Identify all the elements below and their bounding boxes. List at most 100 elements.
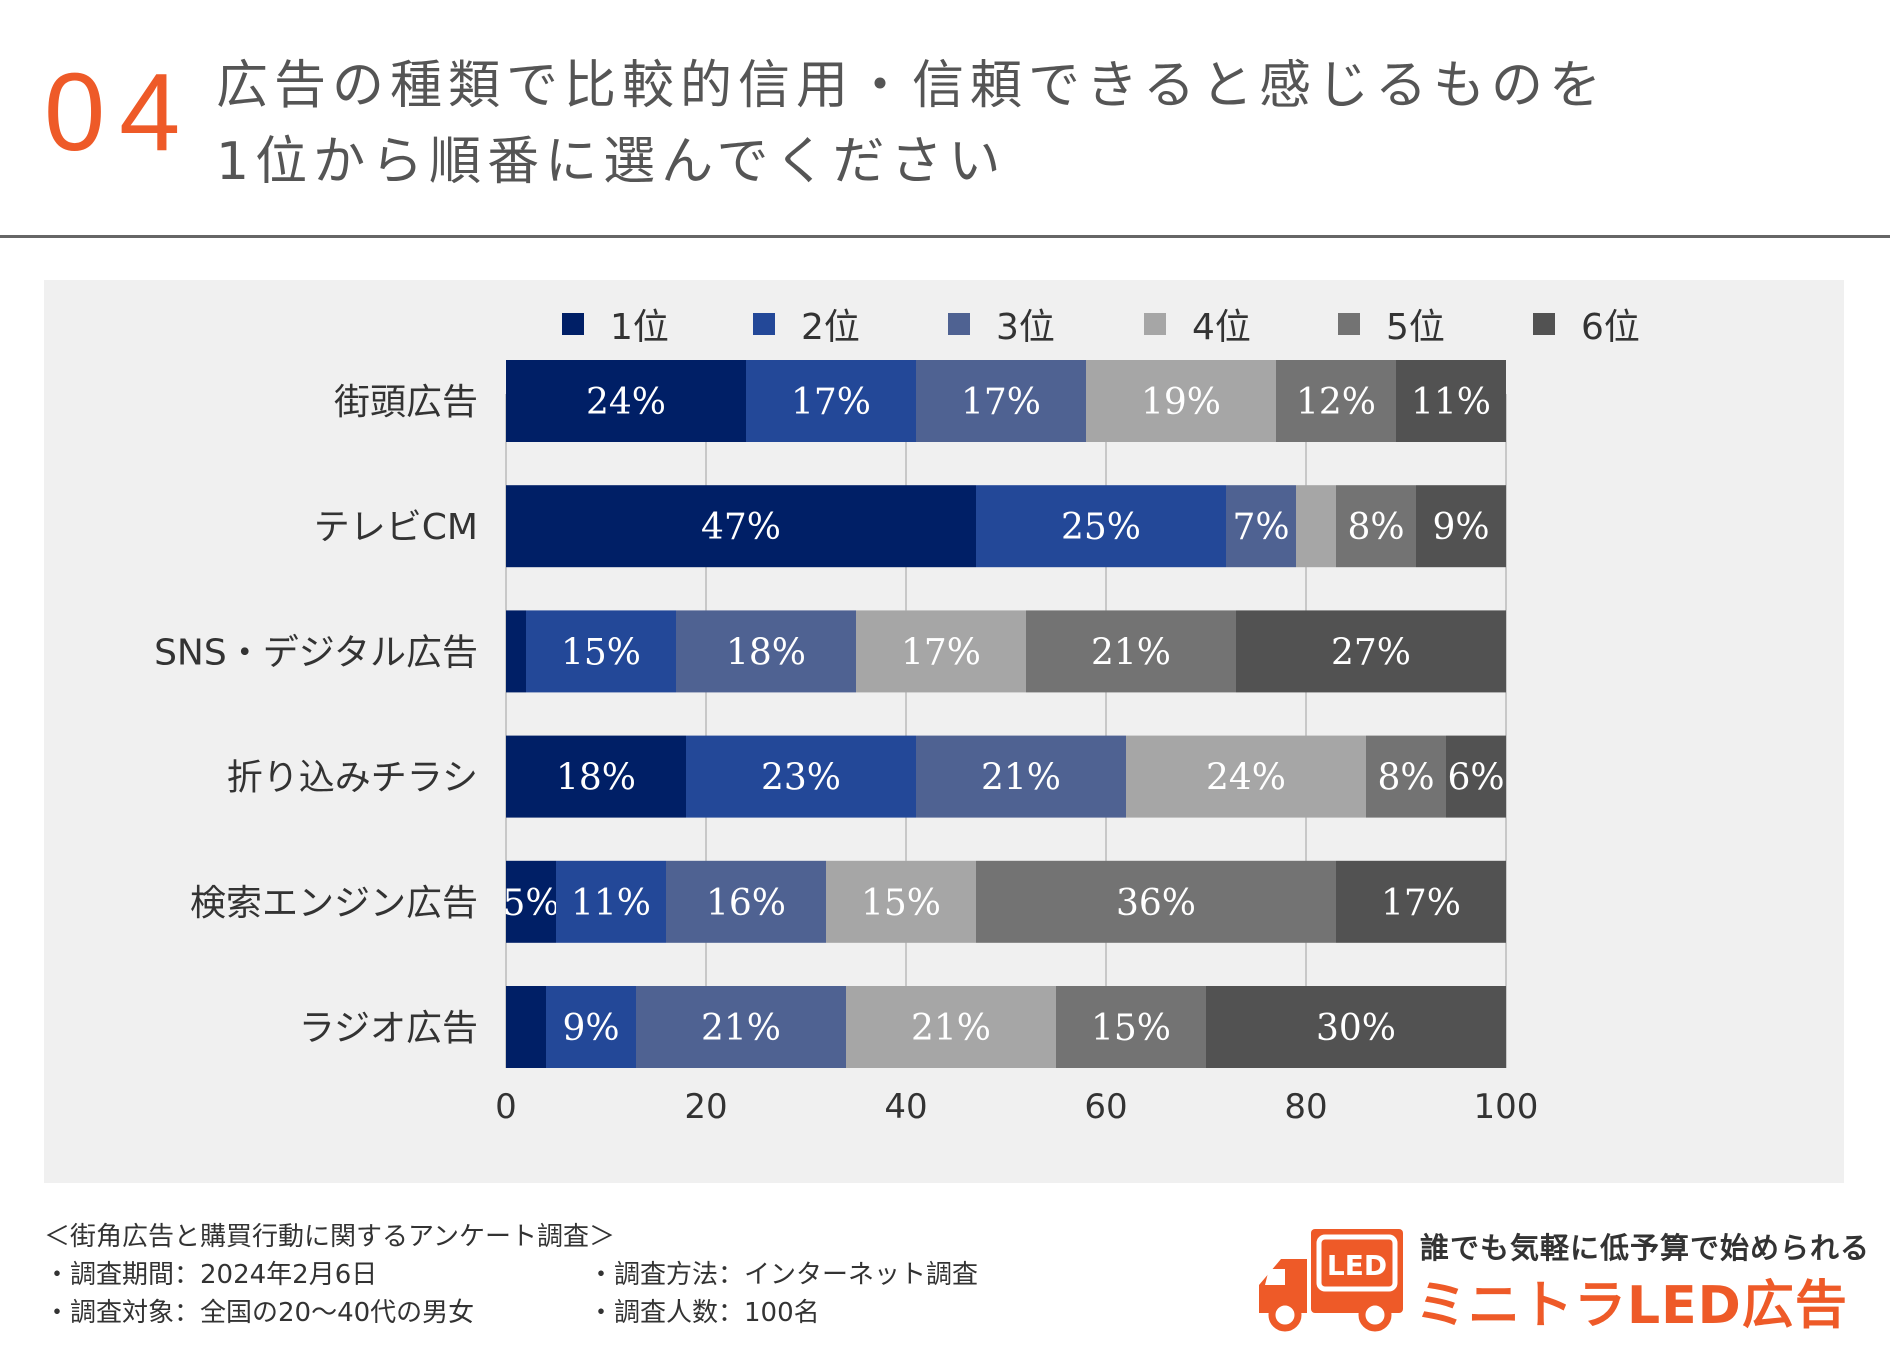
bar-segment xyxy=(546,986,636,1068)
brand-logo: LED 誰でも気軽に低予算で始められる ミニトラLED広告 xyxy=(1255,1225,1869,1336)
category-label: 折り込みチラシ xyxy=(227,758,478,799)
bar-segment xyxy=(506,986,546,1068)
x-tick-label: 0 xyxy=(495,1087,517,1127)
legend-label: 3位 xyxy=(996,307,1055,348)
data-label: 18% xyxy=(726,632,806,673)
bar-segment xyxy=(676,610,856,693)
survey-method: ・調査方法：インターネット調査 xyxy=(588,1260,979,1290)
bar-segment xyxy=(856,610,1026,693)
bar-segment xyxy=(666,860,826,943)
data-label: 47% xyxy=(701,507,781,548)
bar-segment xyxy=(506,360,746,442)
bar-segment xyxy=(1126,735,1366,818)
data-label: 16% xyxy=(706,883,786,924)
bar-segment xyxy=(526,610,676,693)
data-label: 9% xyxy=(1432,507,1489,548)
header: 04 広告の種類で比較的信用・信頼できると感じるものを 1位から順番に選んでくだ… xyxy=(0,0,1890,240)
survey-title: ＜街角広告と購買行動に関するアンケート調査＞ xyxy=(44,1222,615,1252)
bar-segment xyxy=(1236,610,1506,693)
data-label: 30% xyxy=(1316,1008,1396,1049)
data-label: 15% xyxy=(861,883,941,924)
bar-segment xyxy=(1396,360,1506,442)
category-label: ラジオ広告 xyxy=(299,1008,478,1049)
bar-segment xyxy=(1276,360,1396,442)
x-tick-label: 100 xyxy=(1474,1087,1539,1127)
logo-tagline: 誰でも気軽に低予算で始められる xyxy=(1420,1231,1871,1265)
bar-segment xyxy=(636,986,846,1068)
question-text: 広告の種類で比較的信用・信頼できると感じるものを 1位から順番に選んでください xyxy=(216,48,1607,200)
x-tick-label: 60 xyxy=(1084,1087,1127,1127)
x-tick-label: 40 xyxy=(884,1087,927,1127)
stacked-bar-chart: 24% 17% 17% 19% 12% 11% 街頭広告 47% 25% 7% 8% 9% テレビCM 1… xyxy=(154,360,1539,1127)
legend-item: 1位 xyxy=(562,304,669,348)
data-label: 15% xyxy=(1091,1008,1171,1049)
data-label: 17% xyxy=(961,382,1041,423)
data-label: 5% xyxy=(502,883,559,924)
bar-segment xyxy=(1226,485,1296,568)
legend-item: 6位 xyxy=(1533,304,1640,348)
data-label: 17% xyxy=(791,382,871,423)
data-label: 15% xyxy=(561,632,641,673)
bar-segment xyxy=(506,485,976,568)
bar-segment xyxy=(506,860,556,943)
bar-segment xyxy=(1336,485,1416,568)
data-label: 23% xyxy=(761,758,841,799)
bar-segment xyxy=(916,735,1126,818)
legend-item: 4位 xyxy=(1144,304,1251,348)
data-label: 24% xyxy=(586,382,666,423)
category-label: SNS・デジタル広告 xyxy=(154,632,478,673)
legend-swatch xyxy=(753,313,775,335)
data-label: 8% xyxy=(1347,507,1404,548)
legend-label: 2位 xyxy=(801,307,860,348)
data-label: 17% xyxy=(901,632,981,673)
category-label: 街頭広告 xyxy=(334,382,478,423)
category-label: テレビCM xyxy=(314,507,478,548)
data-label: 18% xyxy=(556,758,636,799)
legend-swatch xyxy=(562,313,584,335)
question-number: 04 xyxy=(44,51,195,174)
x-tick-label: 80 xyxy=(1284,1087,1327,1127)
legend-label: 6位 xyxy=(1581,307,1640,348)
bar-segment xyxy=(826,860,976,943)
data-label: 12% xyxy=(1296,382,1376,423)
legend-label: 5位 xyxy=(1386,307,1445,348)
bar-segment xyxy=(1416,485,1506,568)
bar-segment xyxy=(506,610,526,693)
data-label: 19% xyxy=(1141,382,1221,423)
survey-period: ・調査期間：2024年2月6日 xyxy=(44,1260,378,1290)
legend-item: 3位 xyxy=(948,304,1055,348)
data-label: 7% xyxy=(1232,507,1289,548)
legend-swatch xyxy=(1338,313,1360,335)
bar-segment xyxy=(506,735,686,818)
bar-segment xyxy=(686,735,916,818)
data-label: 17% xyxy=(1381,883,1461,924)
data-label: 21% xyxy=(1091,632,1171,673)
header-divider xyxy=(0,235,1890,238)
data-label: 21% xyxy=(981,758,1061,799)
data-label: 11% xyxy=(571,883,651,924)
category-label: 検索エンジン広告 xyxy=(190,883,478,924)
survey-count: ・調査人数：100名 xyxy=(588,1298,820,1328)
legend-swatch xyxy=(948,313,970,335)
bar-segment xyxy=(976,485,1226,568)
survey-target: ・調査対象：全国の20〜40代の男女 xyxy=(44,1298,475,1328)
bar-segment xyxy=(1446,735,1506,818)
bar-segment xyxy=(556,860,666,943)
data-label: 21% xyxy=(911,1008,991,1049)
bar-segment xyxy=(1056,986,1206,1068)
bar-segment xyxy=(746,360,916,442)
x-tick-label: 20 xyxy=(684,1087,727,1127)
legend-item: 2位 xyxy=(753,304,860,348)
bar-segment xyxy=(846,986,1056,1068)
bar-segment xyxy=(1366,735,1446,818)
bar-segment xyxy=(1086,360,1276,442)
legend-label: 1位 xyxy=(610,307,669,348)
data-label: 27% xyxy=(1331,632,1411,673)
truck-icon: LED xyxy=(1259,1229,1403,1332)
data-label: 21% xyxy=(701,1008,781,1049)
chart-panel: 1位 2位 3位 4位 5位 6位 24% 17% 17% 19% 12% 11% 街頭広告 47% 25… xyxy=(44,280,1844,1183)
bar-segment xyxy=(1336,860,1506,943)
question-line-2: 1位から順番に選んでください xyxy=(216,132,1007,192)
legend-item: 5位 xyxy=(1338,304,1445,348)
question-line-1: 広告の種類で比較的信用・信頼できると感じるものを xyxy=(216,56,1607,116)
